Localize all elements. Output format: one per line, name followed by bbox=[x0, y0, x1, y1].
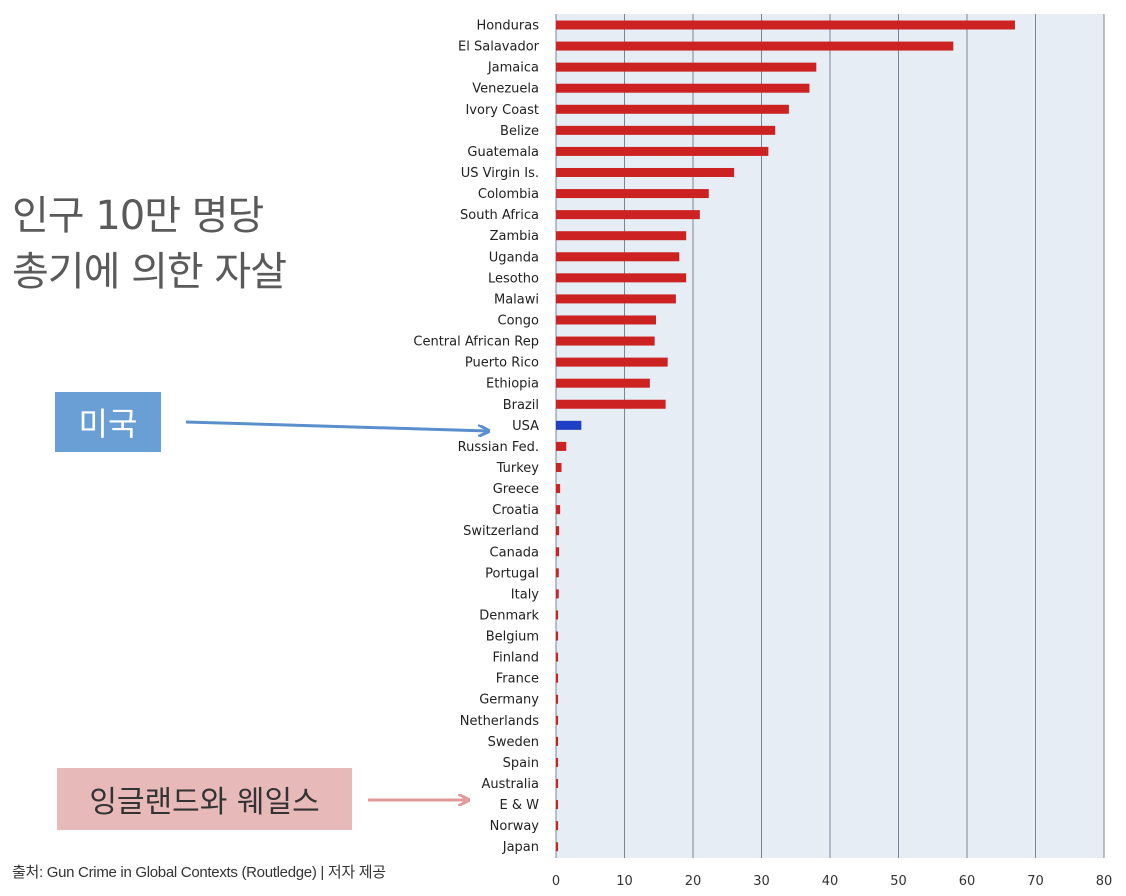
category-label: Sweden bbox=[488, 735, 539, 750]
x-tick-label: 70 bbox=[1027, 874, 1044, 889]
title-line-1: 인구 10만 명당 bbox=[12, 193, 264, 239]
category-label: Belize bbox=[500, 124, 539, 139]
x-tick-label: 50 bbox=[890, 874, 907, 889]
x-tick-label: 10 bbox=[616, 874, 633, 889]
category-label: Russian Fed. bbox=[458, 440, 539, 455]
usa-callout: 미국 bbox=[55, 392, 161, 452]
category-label: US Virgin Is. bbox=[461, 166, 539, 181]
usa-arrow bbox=[185, 420, 488, 431]
bar bbox=[556, 41, 954, 51]
bar bbox=[556, 399, 666, 409]
bar bbox=[556, 715, 559, 725]
category-label: Netherlands bbox=[460, 714, 539, 729]
category-label: Italy bbox=[511, 587, 540, 602]
bar bbox=[556, 104, 789, 114]
x-tick-label: 0 bbox=[552, 874, 560, 889]
category-label: Belgium bbox=[486, 630, 539, 645]
bar bbox=[556, 505, 561, 515]
x-tick-label: 40 bbox=[822, 874, 839, 889]
bar bbox=[556, 736, 559, 746]
bar bbox=[556, 273, 687, 283]
bar bbox=[556, 652, 559, 662]
title-line-2: 총기에 의한 자살 bbox=[12, 249, 287, 295]
x-tick-label: 20 bbox=[685, 874, 702, 889]
category-label: Greece bbox=[493, 482, 539, 497]
bar bbox=[556, 800, 559, 810]
category-label: Uganda bbox=[489, 250, 539, 265]
category-label: Turkey bbox=[496, 461, 540, 476]
category-label: Portugal bbox=[485, 566, 539, 581]
bar bbox=[556, 252, 680, 262]
category-label: Australia bbox=[481, 777, 539, 792]
bar bbox=[556, 757, 559, 767]
category-label: Puerto Rico bbox=[465, 356, 539, 371]
bar bbox=[556, 694, 559, 704]
category-label: USA bbox=[512, 419, 539, 434]
category-label: Ethiopia bbox=[486, 377, 539, 392]
bar bbox=[556, 210, 700, 220]
bar bbox=[556, 231, 687, 241]
x-tick-label: 30 bbox=[753, 874, 770, 889]
england-wales-callout: 잉글랜드와 웨일스 bbox=[57, 768, 352, 830]
category-label: Malawi bbox=[494, 292, 539, 307]
bar bbox=[556, 146, 769, 156]
category-label: Colombia bbox=[478, 187, 539, 202]
category-label: Central African Rep bbox=[413, 335, 539, 350]
category-label: Congo bbox=[498, 313, 540, 328]
bar bbox=[556, 378, 650, 388]
bar bbox=[556, 441, 567, 451]
x-tick-label: 80 bbox=[1096, 874, 1113, 889]
category-label: Brazil bbox=[503, 398, 539, 413]
category-label: Lesotho bbox=[488, 271, 539, 286]
bar bbox=[556, 842, 559, 852]
category-label: Spain bbox=[503, 756, 539, 771]
category-label: Switzerland bbox=[463, 524, 539, 539]
category-label: Honduras bbox=[476, 19, 539, 34]
bar bbox=[556, 631, 559, 641]
category-label: Jamaica bbox=[487, 61, 539, 76]
bar bbox=[556, 336, 655, 346]
bar bbox=[556, 547, 560, 557]
bar bbox=[556, 779, 559, 789]
bar bbox=[556, 462, 562, 472]
bar bbox=[556, 484, 561, 494]
bar bbox=[556, 167, 735, 177]
category-label: Ivory Coast bbox=[465, 103, 539, 118]
bar bbox=[556, 83, 810, 93]
chart-title: 인구 10만 명당 총기에 의한 자살 bbox=[12, 188, 287, 300]
category-label: El Salavador bbox=[458, 40, 540, 55]
category-label: South Africa bbox=[460, 208, 539, 223]
category-label: Zambia bbox=[490, 229, 539, 244]
bar bbox=[556, 315, 657, 325]
category-label: Finland bbox=[493, 651, 539, 666]
bar bbox=[556, 357, 668, 367]
category-label: Japan bbox=[502, 840, 539, 855]
bar bbox=[556, 420, 582, 430]
bar bbox=[556, 821, 559, 831]
bar bbox=[556, 673, 559, 683]
bar bbox=[556, 568, 559, 578]
x-tick-label: 60 bbox=[959, 874, 976, 889]
category-label: Germany bbox=[479, 693, 539, 708]
category-label: Denmark bbox=[479, 608, 539, 623]
category-label: France bbox=[496, 672, 539, 687]
bar bbox=[556, 526, 560, 536]
source-note: 출처: Gun Crime in Global Contexts (Routle… bbox=[12, 864, 386, 881]
bar bbox=[556, 189, 709, 199]
category-label: Canada bbox=[490, 545, 539, 560]
bar bbox=[556, 20, 1015, 30]
category-label: E & W bbox=[500, 798, 540, 813]
category-label: Guatemala bbox=[467, 145, 539, 160]
bar bbox=[556, 294, 676, 304]
bar bbox=[556, 610, 559, 620]
category-label: Croatia bbox=[492, 503, 539, 518]
bar bbox=[556, 589, 559, 599]
category-label: Venezuela bbox=[472, 82, 539, 97]
bar bbox=[556, 125, 776, 135]
category-label: Norway bbox=[490, 819, 540, 834]
bar bbox=[556, 62, 817, 72]
